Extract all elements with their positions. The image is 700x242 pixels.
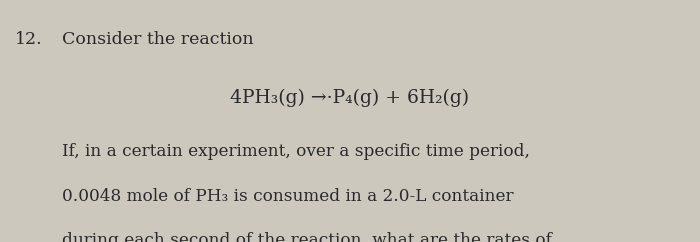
Text: 0.0048 mole of PH₃ is consumed in a 2.0-L container: 0.0048 mole of PH₃ is consumed in a 2.0-…	[62, 188, 513, 204]
Text: 4PH₃(g) →·P₄(g) + 6H₂(g): 4PH₃(g) →·P₄(g) + 6H₂(g)	[230, 88, 470, 106]
Text: 12.: 12.	[15, 31, 43, 48]
Text: during each second of the reaction, what are the rates of: during each second of the reaction, what…	[62, 232, 552, 242]
Text: Consider the reaction: Consider the reaction	[62, 31, 253, 48]
Text: If, in a certain experiment, over a specific time period,: If, in a certain experiment, over a spec…	[62, 143, 529, 160]
